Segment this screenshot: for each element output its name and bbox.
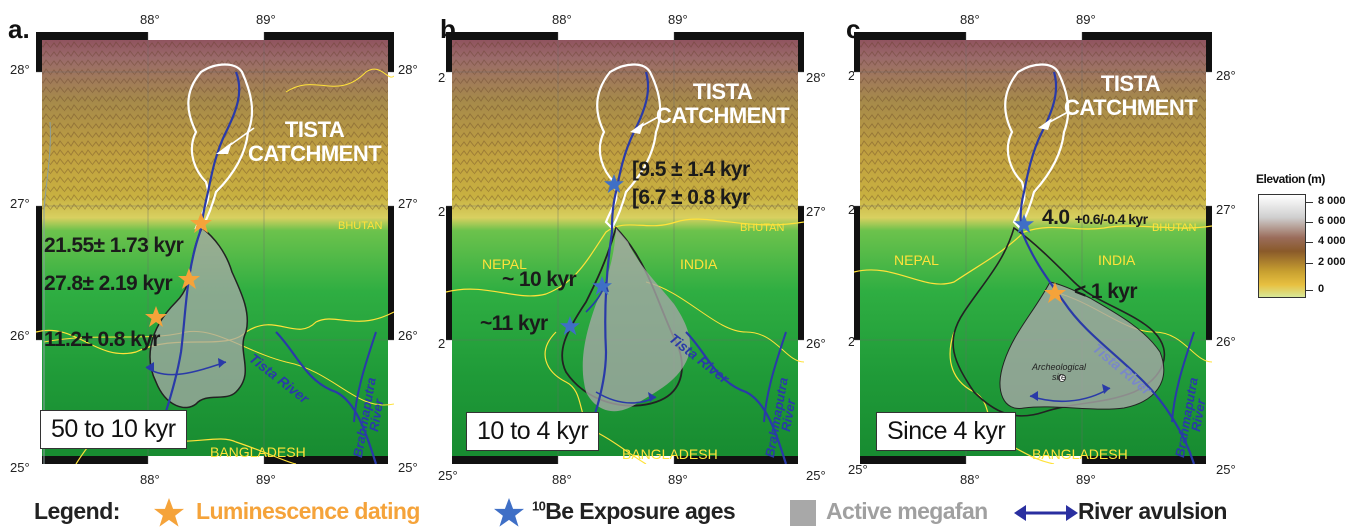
panel-a-age-2: 27.8± 2.19 kyr [44, 272, 173, 295]
panel-c-age-main: 4.0 +0.6/-0.4 kyr [1042, 206, 1148, 229]
panel-c-lon-89-bottom: 89° [1076, 472, 1096, 487]
panel-a-bhutan: BHUTAN [338, 220, 383, 232]
colorbar-tick-2000: 2 000 [1318, 256, 1346, 268]
panel-a-lat-25: 25° [10, 460, 30, 475]
panel-b-nepal: NEPAL [482, 256, 527, 272]
panel-b-lon-89-bottom: 89° [668, 472, 688, 487]
panel-c-lat-25-right: 25° [1216, 462, 1236, 477]
panel-a-lon-89-bottom: 89° [256, 472, 276, 487]
colorbar-tick-0: 0 [1318, 283, 1325, 295]
legend-be-star-icon [494, 498, 524, 527]
panel-b-lon-89: 89° [668, 12, 688, 27]
panel-b-lat-25: 25° [438, 468, 458, 483]
panel-c-lat-28-right: 28° [1216, 68, 1236, 83]
panel-a-map [36, 32, 394, 464]
panel-a-star-2-icon [178, 268, 200, 289]
panel-a-bangladesh: BANGLADESH [210, 444, 306, 460]
panel-c-lon-88-bottom: 88° [960, 472, 980, 487]
panel-a-age-3: 11.2± 0.8 kyr [44, 328, 160, 351]
legend-megafan-label: Active megafan [826, 498, 988, 524]
panel-a-lat-26-right: 26° [398, 328, 418, 343]
colorbar-tick-8000: 8 000 [1318, 195, 1346, 207]
colorbar-tick-mark-1 [1305, 202, 1313, 203]
panel-c-lat-27-right: 27° [1216, 202, 1236, 217]
panel-c-period: Since 4 kyr [876, 412, 1017, 451]
panel-c-india: INDIA [1098, 252, 1136, 268]
panel-b-lat-27-right: 27° [806, 204, 826, 219]
panel-b-map [446, 32, 804, 464]
panel-a-star-3-icon [145, 306, 167, 327]
panel-a-lon-89: 89° [256, 12, 276, 27]
panel-c-lat-25: 25° [848, 462, 868, 477]
panel-b-be-star-1-icon [604, 174, 624, 194]
panel-c-lum-star-icon [1044, 282, 1066, 303]
panel-a-star-1-icon [190, 212, 212, 233]
panel-b-bhutan: BHUTAN [740, 222, 785, 234]
panel-b-lat-28-right: 28° [806, 70, 826, 85]
panel-a-lat-26: 26° [10, 328, 30, 343]
panel-c-nepal: NEPAL [894, 252, 939, 268]
panel-b-period: 10 to 4 kyr [466, 412, 600, 451]
colorbar-title: Elevation (m) [1256, 172, 1325, 186]
legend-be-label: 10Be Exposure ages [532, 498, 736, 524]
panel-c-bhutan: BHUTAN [1152, 222, 1197, 234]
panel-a-lat-25-right: 25° [398, 460, 418, 475]
legend-luminescence-star-icon [154, 498, 184, 527]
panel-b-be-star-3-icon [560, 316, 580, 336]
panel-c-lon-89: 89° [1076, 12, 1096, 27]
panel-a-letter: a. [8, 14, 30, 44]
panel-a-lat-27: 27° [10, 196, 30, 211]
colorbar-tick-mark-2 [1305, 222, 1313, 223]
panel-c-archeological-site: Archeological site [1032, 362, 1087, 382]
panel-c-be-star-icon [1014, 214, 1034, 234]
panel-b-lon-88: 88° [552, 12, 572, 27]
panel-a-lon-88: 88° [140, 12, 160, 27]
panel-a-age-1: 21.55± 1.73 kyr [44, 234, 184, 257]
panel-a-lat-28-right: 28° [398, 62, 418, 77]
panel-c-map [854, 32, 1212, 464]
panel-c-bangladesh: BANGLADESH [1032, 446, 1128, 462]
panel-b-age-2: [6.7 ± 0.8 kyr [632, 186, 750, 209]
colorbar-tick-6000: 6 000 [1318, 215, 1346, 227]
legend-avulsion-label: River avulsion [1078, 498, 1227, 524]
panel-b-age-3: ~ 10 kyr [502, 268, 577, 291]
panel-b-lat-25-right: 25° [806, 468, 826, 483]
panel-a-lat-27-right: 27° [398, 196, 418, 211]
panel-b-be-star-2-icon [592, 276, 612, 296]
legend-avulsion-arrow-icon [1014, 505, 1078, 521]
legend-megafan-swatch [790, 500, 816, 526]
panel-b-lat-26-right: 26° [806, 336, 826, 351]
panel-a-lon-88-bottom: 88° [140, 472, 160, 487]
panel-b-india: INDIA [680, 256, 718, 272]
colorbar-tick-mark-3 [1305, 242, 1313, 243]
panel-a-period: 50 to 10 kyr [40, 410, 187, 449]
legend-luminescence-label: Luminescence dating [196, 498, 420, 524]
panel-c-lon-88: 88° [960, 12, 980, 27]
panel-b-bangladesh: BANGLADESH [622, 446, 718, 462]
elevation-colorbar [1258, 194, 1306, 298]
colorbar-tick-4000: 4 000 [1318, 235, 1346, 247]
panel-a-lat-28: 28° [10, 62, 30, 77]
panel-b-age-4: ~11 kyr [480, 312, 548, 335]
panel-b-age-1: [9.5 ± 1.4 kyr [632, 158, 750, 181]
colorbar-tick-mark-4 [1305, 263, 1313, 264]
panel-c-age-recent: < 1 kyr [1074, 280, 1138, 303]
panel-b-catchment-label: TISTA CATCHMENT [656, 79, 790, 128]
panel-a-catchment-label: TISTA CATCHMENT [248, 117, 382, 166]
panel-b-lon-88-bottom: 88° [552, 472, 572, 487]
panel-c-catchment-label: TISTA CATCHMENT [1064, 71, 1198, 120]
panel-c-lat-26-right: 26° [1216, 334, 1236, 349]
colorbar-tick-mark-5 [1305, 290, 1313, 291]
legend-title: Legend: [34, 498, 120, 524]
